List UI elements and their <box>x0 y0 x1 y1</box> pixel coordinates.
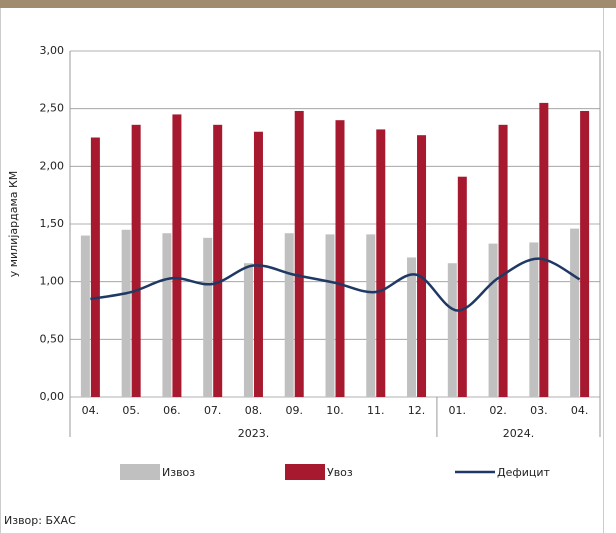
legend-swatch <box>285 464 325 480</box>
y-tick-label: 0,50 <box>40 332 65 345</box>
legend-label: Увоз <box>327 466 353 479</box>
x-tick-label: 07. <box>204 404 222 417</box>
bar <box>529 242 539 397</box>
bar <box>90 137 100 397</box>
bar <box>131 124 141 398</box>
y-tick-label: 3,00 <box>40 44 65 57</box>
x-tick-label: 04. <box>82 404 100 417</box>
x-tick-label: 03. <box>530 404 548 417</box>
y-tick-label: 0,00 <box>40 390 65 403</box>
x-tick-label: 02. <box>489 404 507 417</box>
bar <box>366 234 376 397</box>
bar <box>80 235 90 397</box>
bar <box>417 135 427 397</box>
x-tick-label: 01. <box>449 404 467 417</box>
bar <box>447 263 457 397</box>
x-tick-label: 11. <box>367 404 385 417</box>
bar <box>498 124 508 398</box>
x-tick-label: 10. <box>326 404 344 417</box>
bar <box>457 176 467 397</box>
legend-swatch <box>120 464 160 480</box>
y-tick-label: 2,50 <box>40 102 65 115</box>
x-tick-label: 04. <box>571 404 589 417</box>
bar <box>243 263 253 397</box>
bar <box>284 233 294 397</box>
group-label: 2024. <box>503 427 535 440</box>
bar <box>570 228 580 397</box>
bar <box>407 257 417 397</box>
bar <box>325 234 335 397</box>
legend-label: Дефицит <box>497 466 551 479</box>
x-tick-label: 08. <box>245 404 263 417</box>
bar <box>213 124 223 398</box>
top-band <box>0 0 616 8</box>
bar <box>294 110 304 398</box>
bar <box>172 114 182 397</box>
bar <box>335 120 345 397</box>
bar <box>121 229 131 397</box>
bar <box>539 102 549 398</box>
y-axis-label: у милијардама КМ <box>7 171 20 278</box>
y-tick-label: 2,00 <box>40 159 65 172</box>
x-tick-label: 06. <box>163 404 181 417</box>
y-tick-label: 1,00 <box>40 275 65 288</box>
bar <box>203 237 213 397</box>
bar <box>580 110 590 398</box>
bar <box>376 129 386 397</box>
y-tick-label: 1,50 <box>40 217 65 230</box>
legend-label: Извоз <box>162 466 195 479</box>
source: Извор: БХАС <box>4 514 76 527</box>
line <box>90 257 581 312</box>
x-tick-label: 12. <box>408 404 426 417</box>
x-tick-label: 09. <box>285 404 303 417</box>
x-tick-label: 05. <box>122 404 140 417</box>
group-label: 2023. <box>238 427 270 440</box>
bar <box>488 243 498 397</box>
bar <box>162 233 172 397</box>
